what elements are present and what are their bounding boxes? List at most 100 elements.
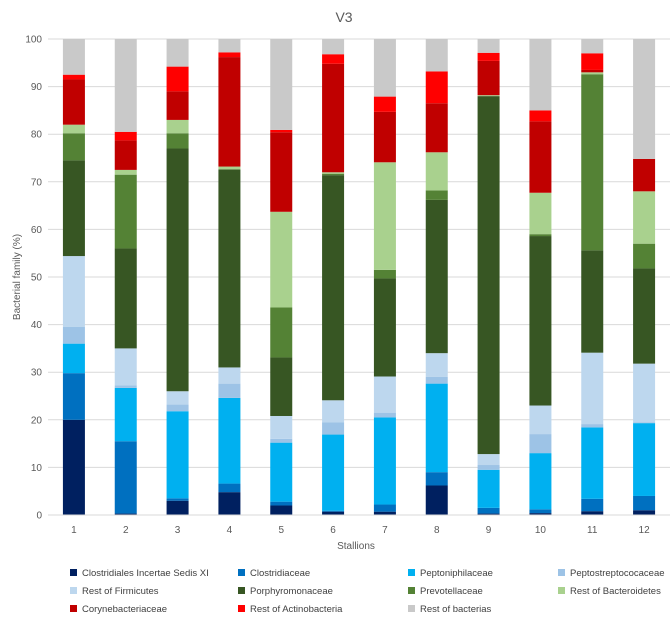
y-tick-label: 40 xyxy=(31,320,43,331)
legend-swatch xyxy=(70,605,77,612)
bar-segment xyxy=(62,419,85,515)
x-tick-label: 1 xyxy=(71,525,77,536)
y-tick-label: 0 xyxy=(36,511,42,522)
bar-segment xyxy=(270,307,293,358)
x-tick-label: 2 xyxy=(123,525,129,536)
bar-segment xyxy=(322,510,345,512)
x-tick-label: 6 xyxy=(330,525,336,536)
bar-segment xyxy=(322,175,345,401)
bar-segment xyxy=(633,268,656,364)
x-axis-ticks: 1 2 3 4 5 6 7 8 9 10 11 12 xyxy=(71,525,650,536)
legend-label: Corynebacteriaceae xyxy=(82,604,167,615)
bar-segment xyxy=(373,376,396,413)
bar-segment xyxy=(633,39,656,159)
bar-segment xyxy=(322,63,345,173)
bar-segment xyxy=(425,152,448,191)
legend-label: Rest of Firmicutes xyxy=(82,586,159,597)
y-tick-label: 50 xyxy=(31,273,43,284)
bar-segment xyxy=(425,485,448,515)
bar-segment xyxy=(114,174,137,249)
x-axis-label: Stallions xyxy=(337,541,375,552)
legend-swatch xyxy=(408,569,415,576)
bar-segment xyxy=(218,52,241,58)
y-tick-label: 100 xyxy=(25,35,42,46)
bar-segment xyxy=(62,124,85,134)
bar-segment xyxy=(114,348,137,386)
x-tick-label: 4 xyxy=(227,525,233,536)
bar-segment xyxy=(477,465,500,470)
bar-segment xyxy=(477,96,500,455)
x-tick-label: 3 xyxy=(175,525,181,536)
bar-segment xyxy=(270,438,293,443)
bar-segment xyxy=(529,453,552,510)
bar-segment xyxy=(270,415,293,439)
bar-segment xyxy=(633,423,656,496)
bar-segment xyxy=(477,95,500,97)
bar-segment xyxy=(166,39,189,67)
legend-swatch xyxy=(238,569,245,576)
bar-segment xyxy=(633,191,656,244)
bar-segment xyxy=(218,383,241,398)
bar-segment xyxy=(218,492,241,515)
bar-segment xyxy=(581,39,604,54)
bar-segment xyxy=(62,373,85,420)
bar-segment xyxy=(114,140,137,170)
y-tick-label: 70 xyxy=(31,177,43,188)
bar-segment xyxy=(581,250,604,353)
bar-segment xyxy=(270,39,293,130)
bar-segment xyxy=(581,352,604,425)
legend-swatch xyxy=(238,587,245,594)
bar-segment xyxy=(529,234,552,237)
legend-label: Clostridiales Incertae Sedis XI xyxy=(82,568,209,579)
bar-segment xyxy=(581,424,604,428)
x-tick-label: 10 xyxy=(535,525,547,536)
legend-swatch xyxy=(70,587,77,594)
bar-segment xyxy=(270,501,293,506)
bar-segment xyxy=(62,160,85,257)
bar-segment xyxy=(62,39,85,75)
bar-segment xyxy=(425,376,448,384)
x-tick-label: 5 xyxy=(278,525,284,536)
legend-label: Rest of Bacteroidetes xyxy=(570,586,661,597)
bar-segment xyxy=(425,103,448,153)
bar-segment xyxy=(166,404,189,412)
bar-segment xyxy=(425,353,448,377)
bar-segment xyxy=(373,412,396,418)
bar-segment xyxy=(581,69,604,73)
bar-segment xyxy=(633,363,656,423)
bar-segment xyxy=(477,60,500,96)
bar-segment xyxy=(529,434,552,454)
legend-swatch xyxy=(70,569,77,576)
bar-segment xyxy=(62,256,85,327)
bar-segment xyxy=(322,434,345,511)
y-tick-label: 10 xyxy=(31,463,43,474)
bar-segment xyxy=(425,383,448,473)
gridlines xyxy=(48,38,670,468)
legend-swatch xyxy=(408,605,415,612)
bar-segment xyxy=(62,133,85,161)
bar-segment xyxy=(270,505,293,515)
y-tick-label: 90 xyxy=(31,82,43,93)
y-tick-label: 80 xyxy=(31,130,43,141)
bar-segment xyxy=(425,39,448,72)
bar-segment xyxy=(477,52,500,61)
x-tick-label: 9 xyxy=(486,525,492,536)
bar-segment xyxy=(373,39,396,97)
bar-segment xyxy=(218,39,241,53)
legend-label: Rest of Actinobacteria xyxy=(250,604,343,615)
legend-label: Prevotellaceae xyxy=(420,586,483,597)
y-axis-ticks: 0 10 20 30 40 50 60 70 80 90 100 xyxy=(25,35,42,522)
bar-segment xyxy=(477,513,500,515)
legend-swatch xyxy=(558,569,565,576)
bar-segment xyxy=(581,74,604,251)
bar-segment xyxy=(425,199,448,354)
bar-segment xyxy=(322,511,345,515)
bar-segment xyxy=(270,442,293,502)
bar-segment xyxy=(529,405,552,435)
bar-segment xyxy=(218,397,241,484)
bar-segment xyxy=(633,510,656,515)
bar-segment xyxy=(218,367,241,384)
bar-segment xyxy=(581,498,604,512)
legend-swatch xyxy=(408,587,415,594)
bar-segment xyxy=(477,469,500,508)
